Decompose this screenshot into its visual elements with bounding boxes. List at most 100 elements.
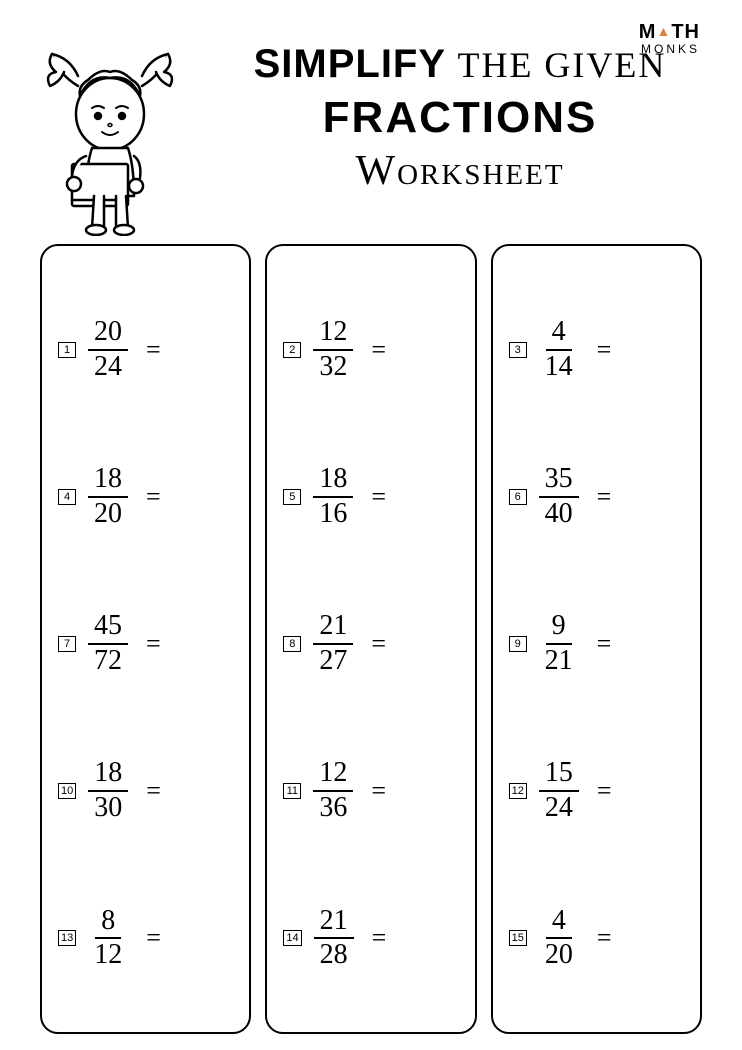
problem-2: 2 1232 = (277, 305, 464, 395)
equals-sign: = (597, 629, 612, 659)
title-line-3: Worksheet (200, 147, 720, 195)
problem-5: 5 1816 = (277, 452, 464, 542)
equals-sign: = (146, 482, 161, 512)
denominator: 28 (314, 939, 354, 971)
denominator: 36 (313, 792, 353, 824)
equals-sign: = (597, 776, 612, 806)
numerator: 18 (313, 464, 353, 498)
girl-illustration-icon (30, 36, 190, 236)
title-word-simplify: SIMPLIFY (254, 42, 446, 86)
problem-number: 11 (283, 783, 301, 799)
problem-number: 2 (283, 342, 301, 358)
problem-3: 3 414 = (503, 305, 690, 395)
fraction: 1232 (309, 317, 357, 383)
equals-sign: = (146, 776, 161, 806)
fraction: 420 (535, 906, 583, 972)
denominator: 30 (88, 792, 128, 824)
problem-1: 1 2024 = (52, 305, 239, 395)
equals-sign: = (371, 629, 386, 659)
denominator: 24 (88, 351, 128, 383)
fraction: 414 (535, 317, 583, 383)
equals-sign: = (146, 629, 161, 659)
denominator: 72 (88, 645, 128, 677)
denominator: 20 (88, 498, 128, 530)
title-line-1: SIMPLIFY THE GIVEN (200, 42, 720, 87)
worksheet-header: SIMPLIFY THE GIVEN FRACTIONS Worksheet (40, 30, 702, 240)
column-3: 3414=63540=9921=121524=15420= (491, 244, 702, 1034)
problem-number: 3 (509, 342, 527, 358)
numerator: 20 (88, 317, 128, 351)
fraction: 1524 (535, 758, 583, 824)
fraction: 1820 (84, 464, 132, 530)
numerator: 45 (88, 611, 128, 645)
numerator: 12 (313, 758, 353, 792)
numerator: 4 (546, 906, 572, 940)
problem-9: 9 921 = (503, 599, 690, 689)
denominator: 27 (313, 645, 353, 677)
problem-number: 10 (58, 783, 76, 799)
problem-10: 10 1830 = (52, 746, 239, 836)
denominator: 20 (539, 939, 579, 971)
problem-7: 7 4572 = (52, 599, 239, 689)
equals-sign: = (597, 482, 612, 512)
problem-number: 7 (58, 636, 76, 652)
equals-sign: = (597, 335, 612, 365)
equals-sign: = (146, 923, 161, 953)
numerator: 8 (95, 906, 121, 940)
fraction: 3540 (535, 464, 583, 530)
denominator: 32 (313, 351, 353, 383)
denominator: 14 (539, 351, 579, 383)
numerator: 15 (539, 758, 579, 792)
problem-number: 15 (509, 930, 527, 946)
column-2: 21232=51816=82127=111236=142128= (265, 244, 476, 1034)
problem-number: 14 (283, 930, 301, 946)
numerator: 21 (314, 906, 354, 940)
problem-columns: 12024=41820=74572=101830=13812= 21232=51… (40, 244, 702, 1034)
problem-15: 15 420 = (503, 893, 690, 983)
equals-sign: = (372, 923, 387, 953)
equals-sign: = (146, 335, 161, 365)
column-1: 12024=41820=74572=101830=13812= (40, 244, 251, 1034)
fraction: 2024 (84, 317, 132, 383)
numerator: 35 (539, 464, 579, 498)
numerator: 4 (546, 317, 572, 351)
fraction: 2127 (309, 611, 357, 677)
problem-number: 12 (509, 783, 527, 799)
numerator: 12 (313, 317, 353, 351)
numerator: 18 (88, 758, 128, 792)
equals-sign: = (371, 335, 386, 365)
fraction: 2128 (310, 906, 358, 972)
problem-11: 11 1236 = (277, 746, 464, 836)
equals-sign: = (371, 482, 386, 512)
denominator: 12 (88, 939, 128, 971)
numerator: 18 (88, 464, 128, 498)
problem-12: 12 1524 = (503, 746, 690, 836)
fraction: 1236 (309, 758, 357, 824)
equals-sign: = (597, 923, 612, 953)
problem-number: 6 (509, 489, 527, 505)
fraction: 1816 (309, 464, 357, 530)
worksheet-title: SIMPLIFY THE GIVEN FRACTIONS Worksheet (200, 42, 720, 195)
problem-14: 14 2128 = (277, 893, 464, 983)
problem-number: 13 (58, 930, 76, 946)
fraction: 812 (84, 906, 132, 972)
denominator: 40 (539, 498, 579, 530)
numerator: 21 (313, 611, 353, 645)
problem-number: 1 (58, 342, 76, 358)
title-line-2: FRACTIONS (200, 93, 720, 143)
problem-4: 4 1820 = (52, 452, 239, 542)
problem-number: 9 (509, 636, 527, 652)
denominator: 24 (539, 792, 579, 824)
fraction: 921 (535, 611, 583, 677)
problem-number: 4 (58, 489, 76, 505)
problem-number: 5 (283, 489, 301, 505)
fraction: 1830 (84, 758, 132, 824)
title-words-the-given: THE GIVEN (457, 45, 666, 85)
fraction: 4572 (84, 611, 132, 677)
denominator: 21 (539, 645, 579, 677)
equals-sign: = (371, 776, 386, 806)
problem-8: 8 2127 = (277, 599, 464, 689)
problem-6: 6 3540 = (503, 452, 690, 542)
problem-number: 8 (283, 636, 301, 652)
denominator: 16 (313, 498, 353, 530)
